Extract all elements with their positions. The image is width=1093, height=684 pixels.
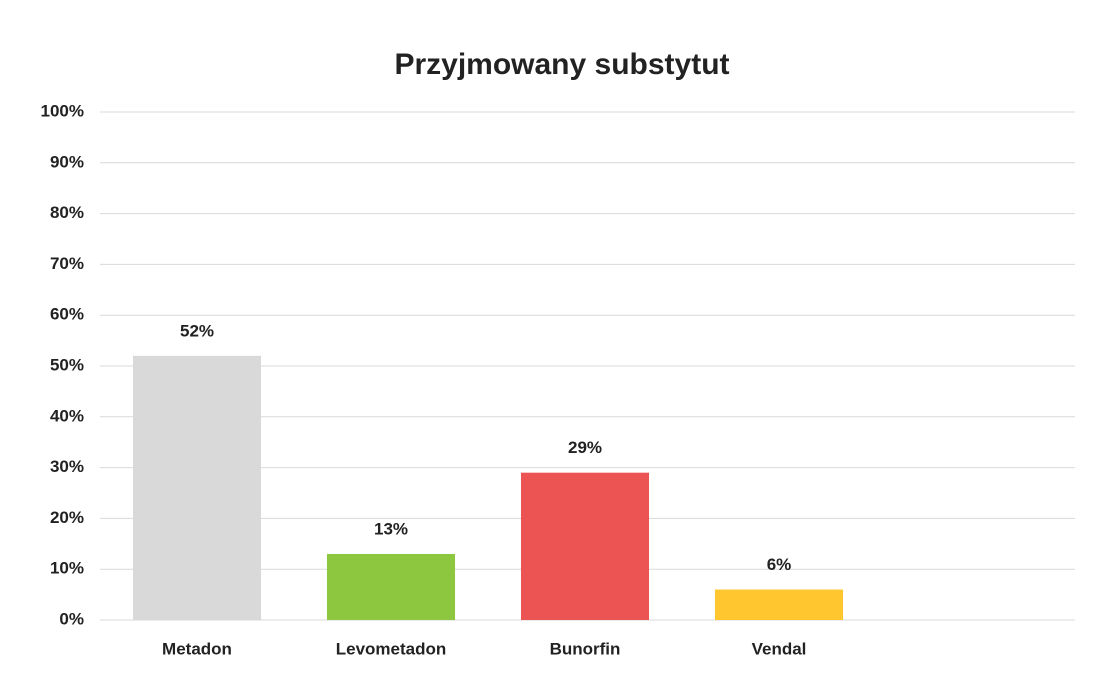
y-tick-label: 100% — [41, 101, 84, 120]
chart-title: Przyjmowany substytut — [394, 48, 729, 81]
y-tick-label: 80% — [50, 203, 84, 222]
y-tick-label: 40% — [50, 406, 84, 425]
x-tick-label: Bunorfin — [550, 639, 621, 658]
x-tick-label: Metadon — [162, 639, 232, 658]
data-label: 29% — [568, 438, 602, 457]
bar — [520, 472, 650, 620]
y-tick-label: 20% — [50, 508, 84, 527]
data-label: 13% — [374, 519, 408, 538]
x-tick-label: Levometadon — [336, 639, 447, 658]
y-tick-label: 50% — [50, 355, 84, 374]
bar — [132, 355, 262, 620]
data-label: 6% — [767, 555, 792, 574]
x-tick-label: Vendal — [752, 639, 807, 658]
y-tick-label: 10% — [50, 559, 84, 578]
y-tick-label: 90% — [50, 152, 84, 171]
y-tick-label: 30% — [50, 457, 84, 476]
y-tick-label: 70% — [50, 254, 84, 273]
y-tick-label: 0% — [59, 609, 84, 628]
data-label: 52% — [180, 321, 214, 340]
bar — [326, 553, 456, 620]
bar — [714, 589, 844, 620]
y-tick-label: 60% — [50, 305, 84, 324]
